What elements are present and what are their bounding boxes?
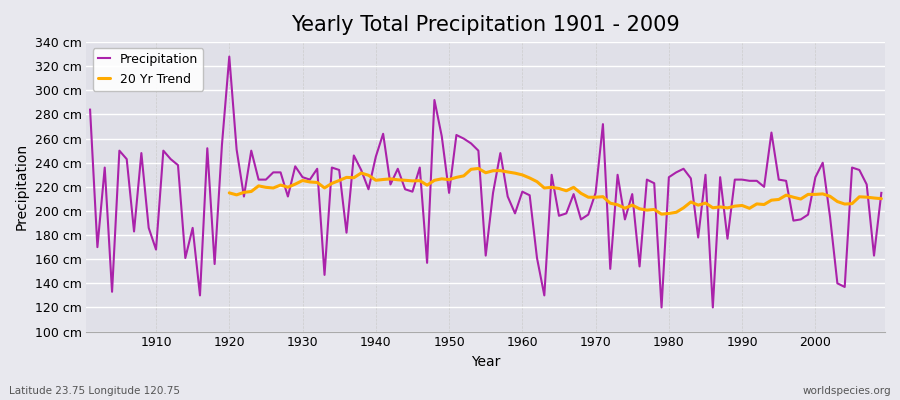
Precipitation (656, 305, 667, 310)
Line: Precipitation: Precipitation (90, 56, 881, 308)
20 Yr Trend (311, 180, 322, 185)
Precipitation (311, 166, 322, 171)
20 Yr Trend (656, 212, 667, 216)
20 Yr Trend (796, 197, 806, 202)
Precipitation (143, 226, 154, 230)
20 Yr Trend (422, 183, 433, 188)
20 Yr Trend (693, 203, 704, 208)
X-axis label: Year: Year (471, 355, 500, 369)
Precipitation (517, 189, 527, 194)
20 Yr Trend (861, 195, 872, 200)
Text: worldspecies.org: worldspecies.org (803, 386, 891, 396)
Precipitation (85, 107, 95, 112)
Precipitation (525, 193, 535, 198)
Precipitation (224, 54, 235, 59)
20 Yr Trend (224, 190, 235, 195)
Precipitation (876, 190, 886, 195)
Line: 20 Yr Trend: 20 Yr Trend (230, 168, 881, 214)
20 Yr Trend (876, 196, 886, 201)
Text: Latitude 23.75 Longitude 120.75: Latitude 23.75 Longitude 120.75 (9, 386, 180, 396)
Legend: Precipitation, 20 Yr Trend: Precipitation, 20 Yr Trend (93, 48, 203, 91)
Precipitation (356, 168, 366, 172)
Y-axis label: Precipitation: Precipitation (15, 143, 29, 230)
20 Yr Trend (780, 193, 791, 198)
Precipitation (612, 172, 623, 177)
20 Yr Trend (473, 166, 484, 171)
Title: Yearly Total Precipitation 1901 - 2009: Yearly Total Precipitation 1901 - 2009 (292, 15, 680, 35)
